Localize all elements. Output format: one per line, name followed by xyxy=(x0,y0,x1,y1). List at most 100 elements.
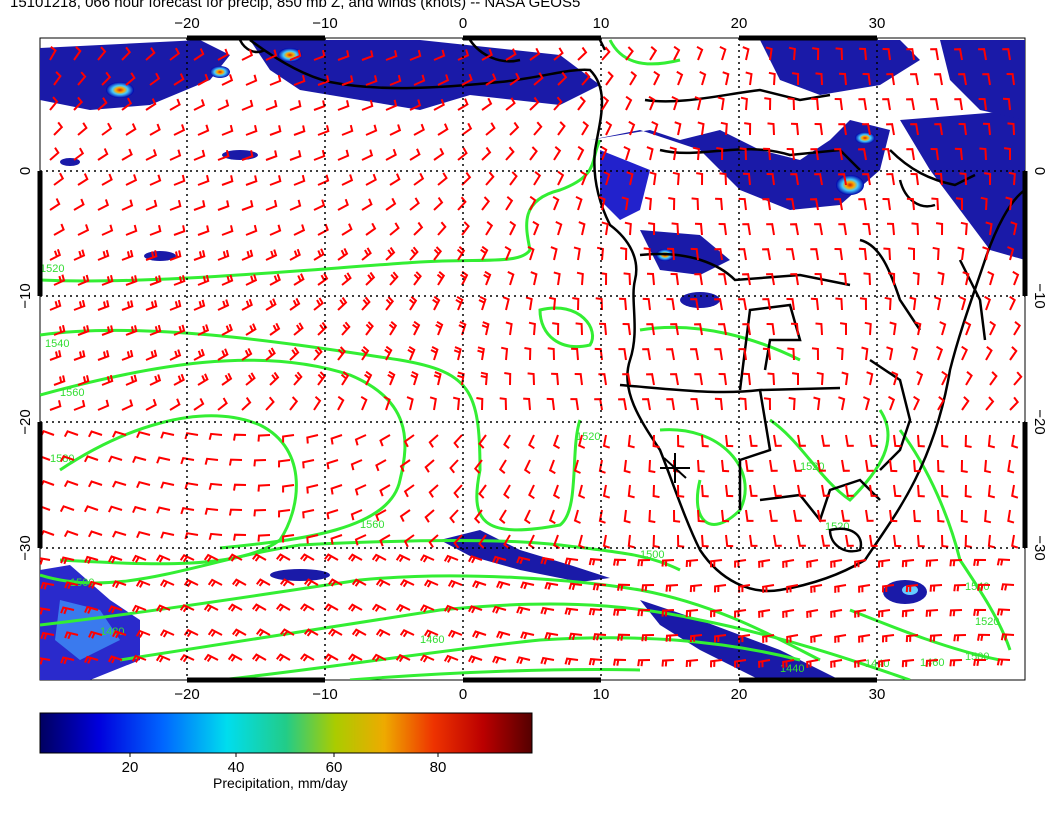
wind-barb xyxy=(145,300,158,311)
wind-barb xyxy=(1013,371,1023,386)
wind-barb xyxy=(77,375,90,386)
wind-barb xyxy=(766,223,775,236)
wind-barb xyxy=(869,434,878,447)
wind-barb xyxy=(257,484,271,492)
wind-barb xyxy=(883,247,891,261)
wind-barb xyxy=(854,609,867,618)
wind-barb xyxy=(939,321,947,336)
wind-barb xyxy=(476,397,484,411)
wind-barb xyxy=(989,371,998,386)
wind-barb xyxy=(646,373,655,386)
wind-barb xyxy=(1010,221,1018,236)
wind-barb xyxy=(217,397,228,411)
wind-barb xyxy=(676,70,684,86)
wind-barb xyxy=(40,607,51,615)
wind-barb xyxy=(912,271,920,286)
wind-barb xyxy=(337,198,349,211)
wind-barb xyxy=(485,73,497,86)
wind-barb xyxy=(97,148,109,161)
wind-barbs xyxy=(40,45,1023,668)
wind-barb xyxy=(674,121,682,136)
wind-barb xyxy=(623,145,631,161)
wind-barb xyxy=(289,396,299,411)
wind-barb xyxy=(1007,459,1015,474)
wind-barb xyxy=(385,296,395,311)
wind-barb xyxy=(453,484,463,499)
wind-barb xyxy=(149,275,162,286)
wind-barb xyxy=(773,484,782,497)
contour-label: 1500 xyxy=(70,577,94,589)
wind-barb xyxy=(717,96,725,111)
wind-barb xyxy=(813,396,821,411)
wind-barb xyxy=(960,509,968,523)
wind-barb xyxy=(627,484,635,499)
wind-barb xyxy=(461,221,470,236)
wind-barb xyxy=(699,70,707,86)
wind-barb xyxy=(461,73,473,86)
wind-barb xyxy=(40,455,51,461)
wind-barb xyxy=(670,273,679,286)
wind-barb xyxy=(313,248,325,261)
wind-barb xyxy=(878,659,891,668)
wind-barb xyxy=(504,372,512,386)
wind-barb xyxy=(169,349,182,361)
wind-barb xyxy=(911,346,919,361)
wind-barb xyxy=(121,148,133,161)
wind-barb xyxy=(564,607,579,616)
wind-barb xyxy=(389,124,402,136)
wind-barb xyxy=(481,196,491,211)
wind-barb xyxy=(838,396,846,411)
wind-barb xyxy=(555,220,563,236)
wind-barb xyxy=(337,50,350,61)
lon-tick-label: 10 xyxy=(593,686,610,703)
wind-barb xyxy=(1007,509,1015,524)
wind-barb xyxy=(858,98,867,111)
wind-barb xyxy=(88,580,103,589)
wind-barb xyxy=(385,247,396,261)
wind-barb xyxy=(934,172,943,186)
wind-barb xyxy=(546,397,555,411)
wind-barb xyxy=(97,399,110,411)
wind-barb xyxy=(690,298,699,311)
wind-barb xyxy=(603,170,611,186)
wind-barb xyxy=(228,508,243,516)
wind-barb xyxy=(473,509,483,524)
wind-barb xyxy=(694,222,703,236)
wind-barb xyxy=(399,509,411,523)
wind-barb xyxy=(481,146,492,161)
wind-barb xyxy=(987,270,995,286)
wind-barb xyxy=(738,248,747,261)
wind-barb xyxy=(409,99,422,111)
wind-barb xyxy=(973,658,987,667)
wind-barb xyxy=(453,434,463,449)
wind-barb xyxy=(516,656,531,665)
wind-barb xyxy=(690,398,699,411)
wind-barb xyxy=(49,46,57,61)
wind-barb xyxy=(473,459,483,474)
wind-barb xyxy=(1009,295,1016,311)
wind-barb xyxy=(987,434,996,449)
wind-barb xyxy=(468,555,483,564)
wind-barb xyxy=(1002,97,1011,111)
wind-barb xyxy=(696,172,704,186)
wind-barb xyxy=(354,434,367,446)
wind-barb xyxy=(996,658,1011,666)
wind-barb xyxy=(625,95,633,111)
wind-barb xyxy=(49,96,59,111)
wind-barb xyxy=(197,225,210,236)
wind-barb xyxy=(690,247,699,261)
wind-barb xyxy=(337,395,345,411)
wind-barb xyxy=(348,603,363,612)
wind-barb xyxy=(107,455,123,463)
wind-barb xyxy=(169,47,181,61)
wind-barb xyxy=(598,459,606,474)
wind-barb xyxy=(909,296,917,311)
wind-barb xyxy=(725,484,734,498)
wind-barb xyxy=(53,71,62,86)
wind-barb xyxy=(548,296,557,311)
wind-barb xyxy=(550,246,558,261)
wind-barb xyxy=(419,604,435,613)
wind-barb xyxy=(925,609,939,617)
wind-barb xyxy=(265,49,278,61)
